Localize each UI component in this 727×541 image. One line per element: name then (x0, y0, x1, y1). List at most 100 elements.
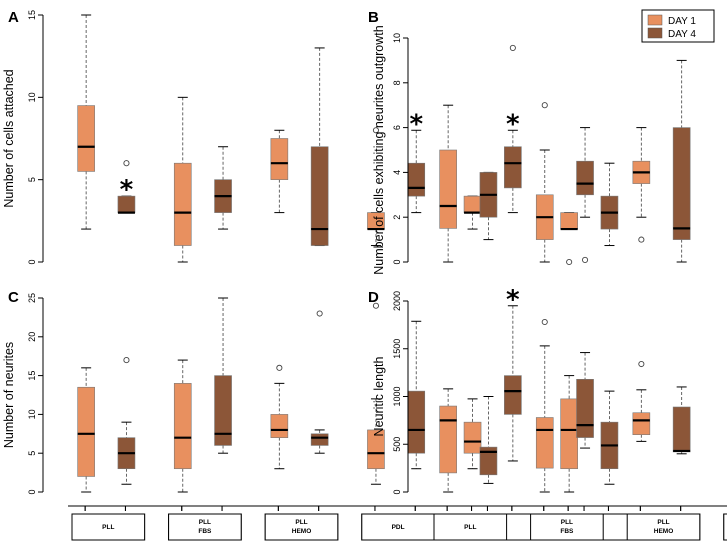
iqr-box (576, 160, 594, 196)
iqr-box (535, 417, 554, 469)
y-tick-label: 0 (27, 259, 37, 264)
category-label-box (626, 513, 701, 541)
y-tick-label: 20 (27, 332, 37, 342)
iqr-box (310, 146, 329, 246)
box-day4 (672, 386, 691, 455)
category-label: HEMO (654, 528, 674, 535)
y-axis-label: Neuritic length (372, 357, 386, 437)
box-day4 (310, 310, 329, 454)
box-day4 (576, 127, 594, 218)
box-day1 (367, 127, 385, 247)
box-day4 (479, 396, 498, 484)
outlier-point (541, 102, 548, 109)
category-label: PLL (464, 524, 476, 531)
box-day1 (463, 195, 482, 230)
box-day1 (77, 367, 95, 493)
panel-label: A (8, 9, 19, 26)
outlier-point (582, 256, 589, 263)
y-tick-label: 500 (392, 437, 402, 452)
outlier-point (123, 357, 130, 364)
iqr-box (439, 149, 457, 229)
panel-label: D (368, 289, 379, 306)
outlier-point (372, 127, 380, 134)
iqr-box (407, 390, 426, 454)
iqr-box (439, 405, 457, 474)
outlier-point (509, 44, 516, 51)
iqr-box (560, 212, 578, 230)
category-label-box (433, 513, 508, 541)
category-label: PLL (102, 524, 114, 531)
y-axis-label: Number of cells exhibiting neurites outg… (372, 25, 386, 274)
y-axis-label: Number of neurites (2, 342, 16, 448)
y-tick-label: 15 (27, 10, 37, 20)
iqr-box (214, 375, 232, 446)
outlier-point (276, 364, 283, 371)
box-day4 (479, 171, 498, 241)
y-tick-label: 15 (27, 371, 37, 381)
box-day4 (117, 160, 136, 214)
outlier-point (638, 236, 645, 243)
outlier-point (541, 318, 548, 326)
legend-label: DAY 1 (668, 16, 696, 27)
outlier-point (566, 258, 573, 266)
iqr-box (173, 162, 192, 246)
box-day4 (214, 297, 232, 454)
iqr-box (407, 162, 426, 197)
category-label-box (530, 513, 604, 541)
box-day4 (504, 44, 522, 214)
category-label-box (723, 513, 727, 541)
y-tick-label: 4 (392, 170, 402, 175)
legend-swatch (647, 27, 663, 39)
y-tick-label: 1500 (392, 339, 402, 359)
box-day1 (535, 102, 554, 263)
category-label-box (168, 513, 242, 541)
iqr-box (504, 375, 522, 415)
y-tick-label: 0 (27, 489, 37, 494)
iqr-box (367, 429, 385, 470)
y-tick-label: 5 (27, 177, 37, 182)
outlier-point (638, 360, 645, 368)
box-day1 (560, 375, 578, 493)
box-day4 (672, 59, 691, 263)
iqr-box (463, 421, 482, 454)
y-tick-label: 1000 (392, 386, 402, 406)
box-day1 (632, 360, 651, 442)
iqr-box (672, 406, 691, 453)
y-tick-label: 8 (392, 80, 402, 85)
box-day1 (535, 318, 554, 493)
outlier-point (316, 310, 323, 317)
category-label-box (361, 513, 435, 541)
category-label: FBS (198, 528, 212, 535)
y-tick-label: 10 (392, 33, 402, 43)
category-label: PLL (199, 519, 211, 526)
box-day1 (270, 364, 289, 470)
y-tick-label: 10 (27, 409, 37, 419)
box-day4 (504, 305, 522, 462)
box-day1 (367, 302, 385, 485)
box-day1 (439, 388, 457, 493)
box-day1 (77, 14, 95, 230)
box-day1 (463, 398, 482, 470)
iqr-box (672, 127, 691, 240)
panel-label: B (368, 9, 379, 26)
significance-star: * (506, 285, 520, 315)
box-day4 (576, 256, 594, 449)
panel-c: C 0 5 10 15 20 25 Number of neurites PLL PLL FBS PL… (2, 285, 634, 541)
legend: DAY 1 DAY 4 (641, 9, 715, 43)
iqr-box (479, 446, 498, 476)
y-tick-label: 6 (392, 125, 402, 130)
category-label: PLL (561, 519, 573, 526)
category-label-box (264, 513, 339, 541)
box-day4 (214, 146, 232, 230)
iqr-box (576, 379, 594, 438)
iqr-box (504, 146, 522, 189)
outlier-point (372, 302, 380, 309)
iqr-box (270, 138, 289, 180)
panel-label: C (8, 289, 19, 306)
y-tick-label: 25 (27, 293, 37, 303)
box-day4 (117, 357, 136, 485)
significance-star: * (506, 109, 520, 139)
y-tick-label: 0 (392, 489, 402, 494)
legend-swatch (647, 14, 663, 26)
